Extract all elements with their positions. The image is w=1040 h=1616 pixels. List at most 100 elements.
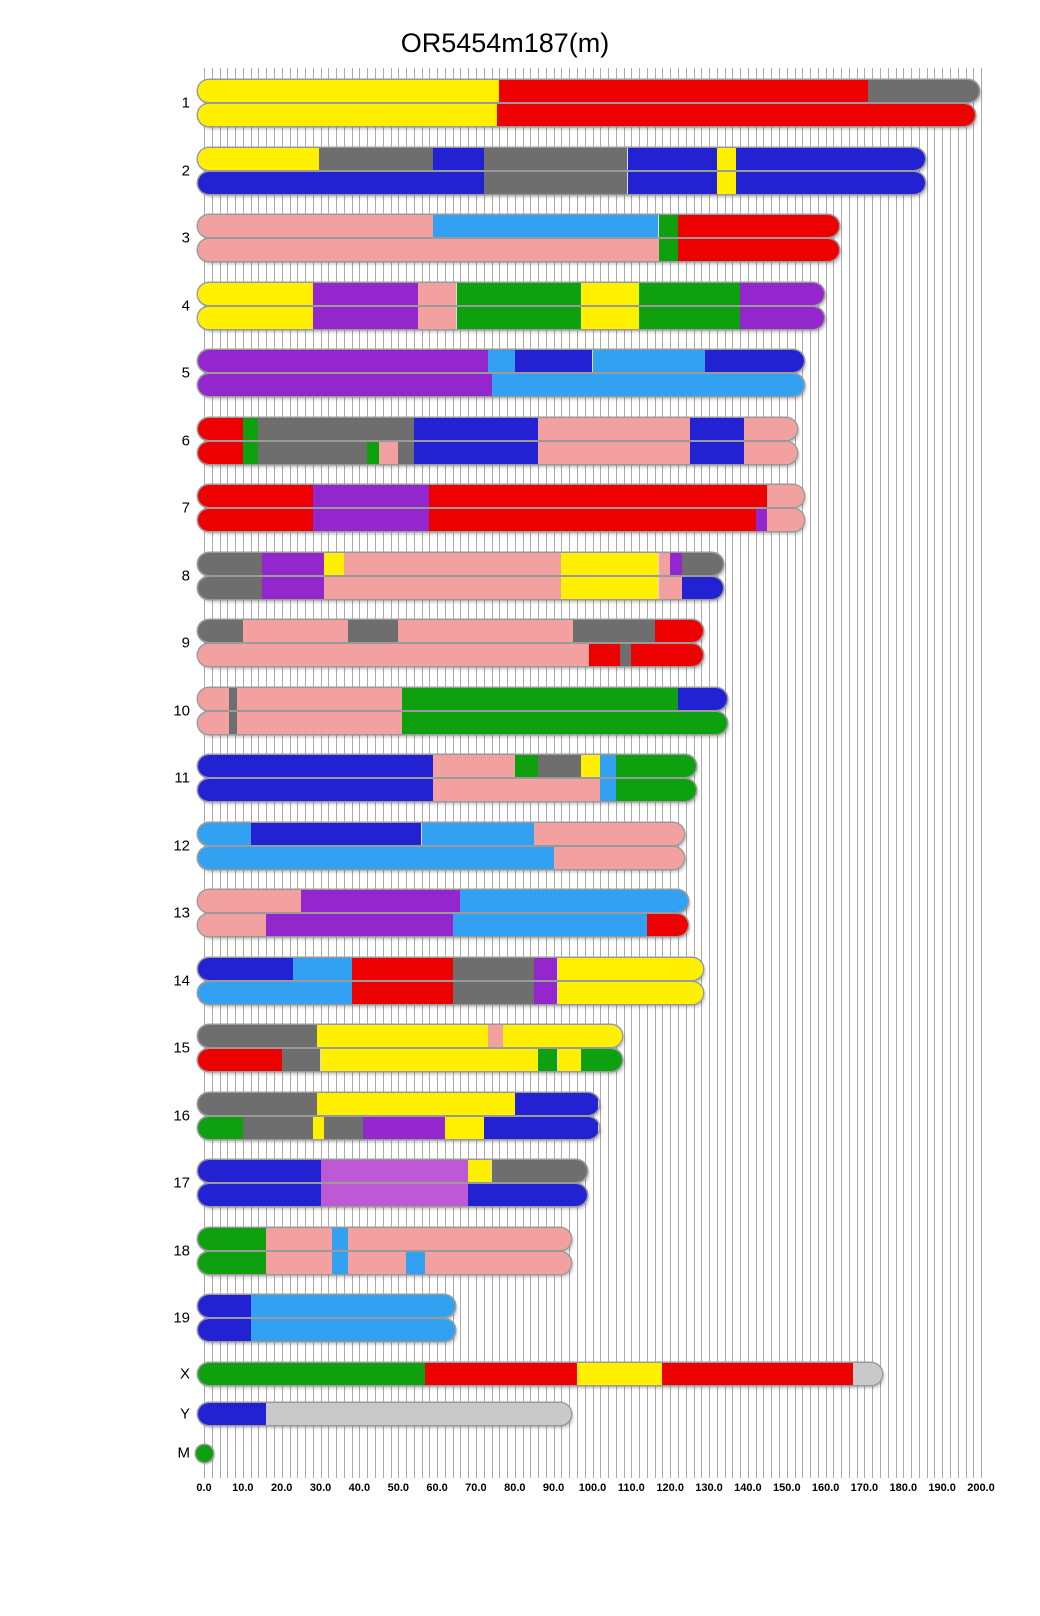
gridline: [965, 68, 967, 1478]
segment-lightgray: [266, 1402, 572, 1425]
gridline: [887, 68, 889, 1478]
haplotype-bar: [198, 485, 805, 507]
gridline: [903, 68, 905, 1478]
segment-pink: [242, 620, 348, 642]
segment-pink: [538, 417, 690, 440]
gridline: [771, 68, 773, 1478]
segment-blue: [627, 147, 717, 170]
gridline: [864, 68, 866, 1478]
gridline: [755, 68, 757, 1478]
segment-purple: [670, 552, 682, 575]
gridline: [942, 68, 944, 1478]
axis-tick-label: 180.0: [889, 1482, 918, 1494]
segment-red: [198, 509, 313, 531]
segment-pink: [198, 914, 267, 936]
segment-red: [198, 441, 243, 464]
segment-pink: [433, 779, 601, 801]
segment-green: [658, 215, 678, 237]
haplotype-bar: [198, 576, 723, 599]
segment-red: [588, 644, 620, 666]
segment-gray: [229, 711, 238, 734]
segment-skyblue: [600, 755, 616, 777]
haplotype-bar: [198, 1319, 455, 1341]
axis-tick-label: 90.0: [542, 1482, 565, 1494]
segment-pink: [744, 417, 797, 440]
chromosome-label: Y: [179, 1405, 190, 1422]
segment-red: [631, 644, 704, 666]
haplotype-bar: [198, 644, 704, 666]
chromosome-label: 18: [173, 1242, 190, 1259]
segment-yellow: [324, 552, 344, 575]
haplotype-bar: [198, 552, 723, 575]
segment-skyblue: [198, 846, 554, 869]
segment-green: [456, 306, 581, 329]
segment-blue: [468, 1184, 587, 1206]
segment-blue: [483, 1116, 599, 1139]
segment-gray: [619, 644, 632, 666]
segment-gray: [452, 981, 535, 1004]
segment-red: [429, 509, 756, 531]
segment-skyblue: [332, 1227, 348, 1250]
segment-blue: [514, 1092, 599, 1115]
segment-blue: [678, 687, 727, 710]
segment-green: [402, 687, 678, 710]
haplotype-bar: [198, 957, 704, 980]
segment-skyblue: [491, 374, 805, 396]
axis-tick-label: 60.0: [426, 1482, 448, 1494]
segment-gray: [242, 1116, 313, 1139]
haplotype-bar: [198, 846, 684, 869]
segment-yellow: [580, 755, 601, 777]
haplotype-bar: [198, 441, 797, 464]
segment-red: [678, 239, 840, 261]
segment-yellow: [503, 1025, 622, 1047]
segment-skyblue: [600, 779, 616, 801]
segment-yellow: [198, 104, 498, 126]
segment-gray: [198, 1092, 317, 1115]
segment-yellow: [561, 576, 659, 599]
segment-purple: [740, 306, 824, 329]
segment-red: [351, 981, 453, 1004]
haplotype-bar: [198, 215, 840, 237]
segment-red: [198, 485, 313, 507]
segment-yellow: [557, 981, 704, 1004]
gridline: [957, 68, 959, 1478]
segment-skyblue: [198, 822, 251, 845]
gridline: [794, 68, 796, 1478]
segment-blue: [681, 576, 723, 599]
haplotype-bar: [198, 282, 824, 305]
gridline: [810, 68, 812, 1478]
haplotype-bar: [198, 1025, 622, 1047]
segment-gray: [398, 441, 414, 464]
chromosome-label: 8: [181, 567, 190, 584]
haplotype-bar: [198, 1116, 599, 1139]
chart-title: OR5454m187(m): [400, 28, 610, 58]
segment-red: [429, 485, 768, 507]
gridline: [880, 68, 881, 1478]
segment-green: [242, 417, 259, 440]
segment-skyblue: [293, 957, 352, 980]
haplotype-bar: [198, 306, 824, 329]
segment-gray: [198, 1025, 317, 1047]
segment-green: [615, 779, 696, 801]
segment-purple: [262, 576, 325, 599]
haplotype-bar: [198, 1227, 572, 1250]
segment-green: [580, 1049, 622, 1071]
segment-purple: [363, 1116, 445, 1139]
segment-pink: [198, 239, 659, 261]
segment-red: [662, 1362, 853, 1385]
chromosome-label: 12: [173, 837, 190, 854]
segment-purple: [312, 485, 430, 507]
segment-skyblue: [460, 890, 688, 912]
gridline: [848, 68, 850, 1478]
segment-blue: [736, 147, 925, 170]
segment-blue: [198, 1295, 251, 1317]
gridline: [724, 68, 726, 1478]
segment-pink: [198, 890, 302, 912]
segment-pink: [417, 282, 457, 305]
segment-skyblue: [406, 1251, 426, 1274]
gridline: [918, 68, 920, 1478]
segment-gray: [198, 620, 243, 642]
segment-skyblue: [592, 350, 706, 372]
axis-tick-label: 10.0: [232, 1482, 254, 1494]
segment-blue: [627, 171, 717, 194]
